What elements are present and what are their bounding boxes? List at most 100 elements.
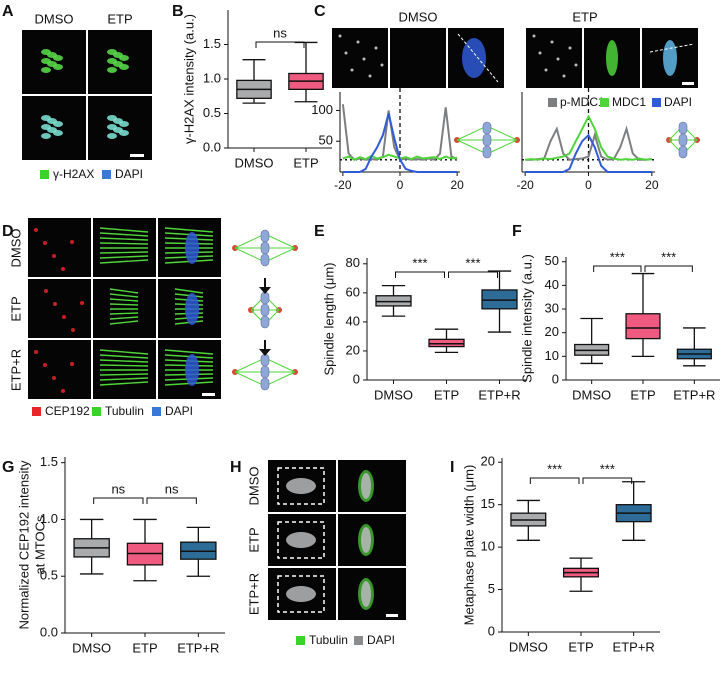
stain xyxy=(61,389,65,393)
x-tick-label: ETP+R xyxy=(177,640,219,655)
panel-letter: E xyxy=(314,223,325,240)
stain xyxy=(562,74,566,78)
significance-bracket xyxy=(395,271,445,278)
spindle-fiber xyxy=(99,255,149,259)
chromosome xyxy=(260,229,270,243)
x-tick-label: 0 xyxy=(397,178,404,192)
stain xyxy=(368,74,372,78)
chromosome xyxy=(482,121,492,135)
micrograph xyxy=(28,218,91,277)
spindle-fiber xyxy=(109,303,139,306)
legend-swatch xyxy=(652,98,661,107)
y-tick-label: 30 xyxy=(545,300,559,315)
stain xyxy=(53,55,63,61)
stain xyxy=(185,354,199,386)
legend-label: DAPI xyxy=(664,95,692,109)
legend-label: DAPI xyxy=(165,404,193,418)
spindle-fiber xyxy=(109,320,139,325)
significance-bracket xyxy=(582,477,633,484)
stain xyxy=(286,478,316,494)
stain xyxy=(34,228,38,232)
fiber xyxy=(234,357,266,373)
panel-letter: B xyxy=(172,3,184,20)
stain xyxy=(71,328,75,332)
stain xyxy=(52,254,56,258)
significance-bracket xyxy=(255,41,305,48)
y-tick-label: 5 xyxy=(488,581,495,596)
legend-label: MDC1 xyxy=(612,95,646,109)
significance-label: ns xyxy=(273,25,287,40)
chromosome xyxy=(678,133,688,147)
spindle-fiber xyxy=(99,354,149,359)
row-label: ETP+R xyxy=(246,573,261,615)
profile-line xyxy=(525,125,652,161)
stain xyxy=(53,64,63,70)
x-tick-label: DMSO xyxy=(72,640,111,655)
stain xyxy=(53,302,57,306)
column-label: ETP xyxy=(572,9,597,24)
y-axis-label: Normalized CEP192 intensity xyxy=(16,460,31,630)
scale-bar xyxy=(130,154,144,157)
significance-label: *** xyxy=(465,255,480,270)
x-tick-label: ETP xyxy=(132,640,157,655)
y-tick-label: 1.5 xyxy=(203,36,221,51)
stain xyxy=(43,241,47,245)
spindle-fiber xyxy=(164,349,214,355)
y-tick-label: 40 xyxy=(545,277,559,292)
x-tick-label: ETP xyxy=(434,387,459,402)
legend-swatch xyxy=(548,98,557,107)
legend-label: DAPI xyxy=(115,167,143,181)
significance-label: *** xyxy=(610,249,625,264)
spindle-fiber xyxy=(99,251,149,254)
y-tick-label: 0.5 xyxy=(40,568,58,583)
stain xyxy=(43,363,47,367)
spindle-fiber xyxy=(109,298,139,302)
significance-bracket xyxy=(644,265,693,272)
legend-label: DAPI xyxy=(367,633,395,647)
stain xyxy=(107,133,117,139)
legend-label: Tubulin xyxy=(105,404,144,418)
y-tick-label: 40 xyxy=(346,313,360,328)
chromosome xyxy=(678,121,688,135)
fiber xyxy=(264,233,296,249)
spindle-fiber xyxy=(99,237,149,241)
spindle-fiber xyxy=(99,364,149,367)
stain xyxy=(663,40,677,76)
x-tick-label: ETP+R xyxy=(613,639,655,654)
fiber xyxy=(264,247,296,263)
scan-line xyxy=(457,33,499,83)
legend-swatch xyxy=(152,407,161,416)
y-tick-label: 0 xyxy=(488,623,495,638)
y-tick-label: 10 xyxy=(545,348,559,363)
legend-swatch xyxy=(600,98,609,107)
y-axis-label: at MTOCs xyxy=(32,515,47,574)
spindle-fiber xyxy=(174,288,204,294)
y-tick-label: 100 xyxy=(311,102,333,117)
y-tick-label: 0.0 xyxy=(203,139,221,154)
stain xyxy=(550,40,554,44)
y-axis-label: Spindle intensity (a.u.) xyxy=(519,254,534,383)
column-label: DMSO xyxy=(35,11,74,26)
micrograph xyxy=(28,340,91,399)
spindle-fiber xyxy=(109,293,139,298)
stain xyxy=(362,57,366,61)
stain xyxy=(52,376,56,380)
significance-label: *** xyxy=(661,249,676,264)
y-tick-label: 20 xyxy=(481,454,495,469)
scale-bar xyxy=(682,82,694,85)
panel-letter: I xyxy=(450,459,454,476)
spindle-fiber xyxy=(99,377,149,381)
chromosome xyxy=(482,133,492,147)
stain xyxy=(185,232,199,264)
legend-label: CEP192 xyxy=(45,404,90,418)
spindle-fiber xyxy=(99,349,149,355)
micrograph xyxy=(28,279,91,338)
spindle-fiber xyxy=(99,359,149,363)
row-label: DMSO xyxy=(8,229,23,268)
stain xyxy=(119,121,129,127)
y-axis-label: γ-H2AX intensity (a.u.) xyxy=(181,14,196,144)
micrograph xyxy=(390,28,446,88)
stain xyxy=(34,350,38,354)
significance-bracket xyxy=(93,497,144,504)
stain xyxy=(119,64,129,70)
